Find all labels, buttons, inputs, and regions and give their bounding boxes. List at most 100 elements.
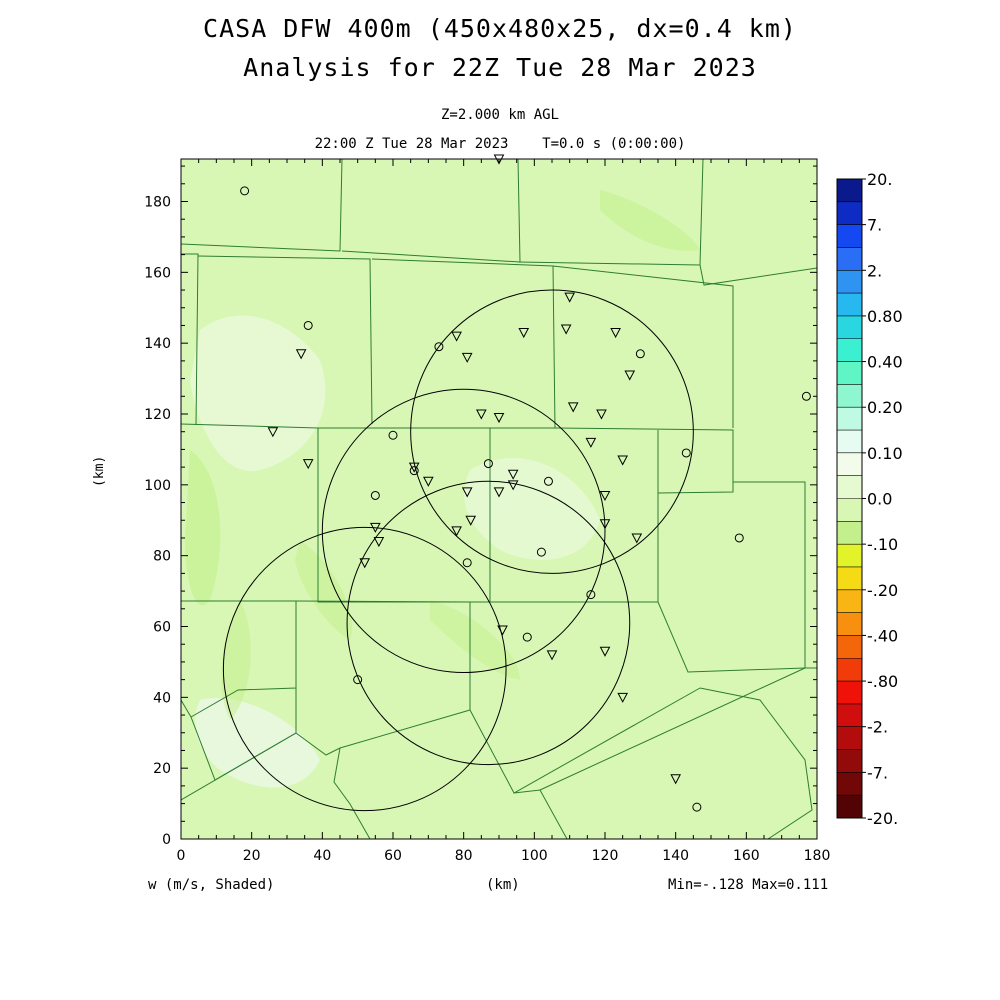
triangle-marker <box>546 650 558 661</box>
y-tick-label: 100 <box>144 478 171 494</box>
colorbar-label: -2. <box>867 718 888 737</box>
colorbar-label: 0.10 <box>867 444 903 463</box>
triangle-marker <box>295 349 307 360</box>
colorbar-label: -.40 <box>867 626 898 645</box>
colorbar-label: -.80 <box>867 672 898 691</box>
triangle-marker <box>567 402 579 413</box>
triangle-marker <box>617 692 628 703</box>
y-tick-label: 140 <box>144 336 171 352</box>
triangle-marker <box>302 459 314 470</box>
triangle-marker <box>564 292 575 303</box>
circle-marker <box>536 547 546 557</box>
circle-marker <box>692 802 702 812</box>
circle-marker <box>681 448 691 458</box>
triangle-marker <box>423 476 434 487</box>
colorbar-segment <box>837 361 862 385</box>
y-tick-label: 40 <box>153 690 171 706</box>
x-tick-label: 140 <box>662 848 689 864</box>
min-max-label: Min=-.128 Max=0.111 <box>668 877 829 893</box>
x-tick-label: 100 <box>521 848 548 864</box>
colorbar-segment <box>837 270 862 294</box>
colorbar-segment <box>837 658 862 682</box>
colorbar-label: 0.0 <box>867 490 892 509</box>
colorbar-segment <box>837 635 862 659</box>
triangle-marker <box>624 370 636 381</box>
circle-marker <box>303 320 313 330</box>
colorbar-segment <box>837 544 862 568</box>
colorbar-label: 7. <box>867 216 882 235</box>
field-patch-dark-2 <box>600 190 700 251</box>
triangle-marker <box>518 328 530 339</box>
colorbar-label: 0.40 <box>867 353 903 372</box>
triangle-marker <box>599 519 611 530</box>
triangle-marker <box>451 526 462 537</box>
triangle-marker <box>465 515 477 526</box>
circle-marker <box>543 476 553 486</box>
colorbar-segment <box>837 703 862 728</box>
triangle-station-markers <box>267 154 681 785</box>
colorbar-segment <box>837 201 862 226</box>
triangle-marker <box>599 646 611 657</box>
y-axis: 0 20 40 60 80 100 120 140 160 180 <box>144 165 817 848</box>
x-axis-label: (km) <box>486 877 520 893</box>
colorbar-segment <box>837 315 862 340</box>
triangle-marker <box>267 427 279 438</box>
colorbar-segment <box>837 475 862 499</box>
radar-range-circles <box>222 289 694 812</box>
colorbar-label: 0.20 <box>867 398 903 417</box>
colorbar-label: 2. <box>867 261 882 280</box>
radar-range-circle <box>346 480 631 766</box>
triangle-marker <box>670 774 681 785</box>
y-tick-label: 20 <box>153 761 171 777</box>
x-tick-label: 120 <box>592 848 619 864</box>
circle-marker <box>586 590 596 600</box>
colorbar-segment <box>837 772 862 796</box>
triangle-marker <box>476 409 487 420</box>
x-tick-label: 180 <box>804 848 831 864</box>
triangle-marker <box>507 469 519 480</box>
field-patch-dark-1 <box>185 450 221 606</box>
circle-marker <box>635 349 645 359</box>
colorbar-segment <box>837 452 862 477</box>
y-tick-label: 0 <box>162 832 171 848</box>
circle-marker <box>388 430 398 440</box>
colorbar-segment <box>837 407 862 431</box>
circle-marker <box>434 342 444 352</box>
colorbar-segment <box>837 681 862 705</box>
triangle-marker <box>507 480 519 491</box>
triangle-marker <box>596 409 607 420</box>
colorbar-segment <box>837 179 862 203</box>
map-plot-area <box>180 154 818 840</box>
circle-marker <box>483 459 493 469</box>
colorbar-segment <box>837 612 862 636</box>
level-label: Z=2.000 km AGL <box>440 107 559 123</box>
colorbar-label: -.10 <box>867 535 898 554</box>
chart-title-line1: CASA DFW 400m (450x480x25, dx=0.4 km) <box>203 14 797 43</box>
time-label: 22:00 Z Tue 28 Mar 2023 T=0.0 s (0:00:00… <box>314 136 686 152</box>
colorbar-segment <box>837 498 862 522</box>
circle-marker <box>522 632 532 642</box>
colorbar-segment <box>837 749 862 773</box>
y-tick-label: 160 <box>144 265 171 281</box>
triangle-marker <box>373 537 385 548</box>
x-tick-label: 40 <box>313 848 331 864</box>
colorbar-segment <box>837 795 862 819</box>
triangle-marker <box>560 324 572 335</box>
county-boundaries <box>181 159 817 839</box>
colorbar-segment <box>837 566 862 591</box>
circle-marker <box>801 391 811 401</box>
triangle-marker <box>610 328 621 339</box>
colorbar-label: 0.80 <box>867 307 903 326</box>
triangle-marker <box>493 413 505 424</box>
colorbar-label: -7. <box>867 763 888 782</box>
y-tick-label: 60 <box>153 620 171 636</box>
colorbar-segment <box>837 589 862 614</box>
radar-range-circle <box>321 388 606 674</box>
triangle-marker <box>631 533 643 544</box>
colorbar-segment <box>837 521 862 545</box>
circle-marker <box>353 675 363 685</box>
colorbar-segment <box>837 224 862 248</box>
triangle-marker <box>451 331 462 342</box>
colorbar-segment <box>837 247 862 271</box>
